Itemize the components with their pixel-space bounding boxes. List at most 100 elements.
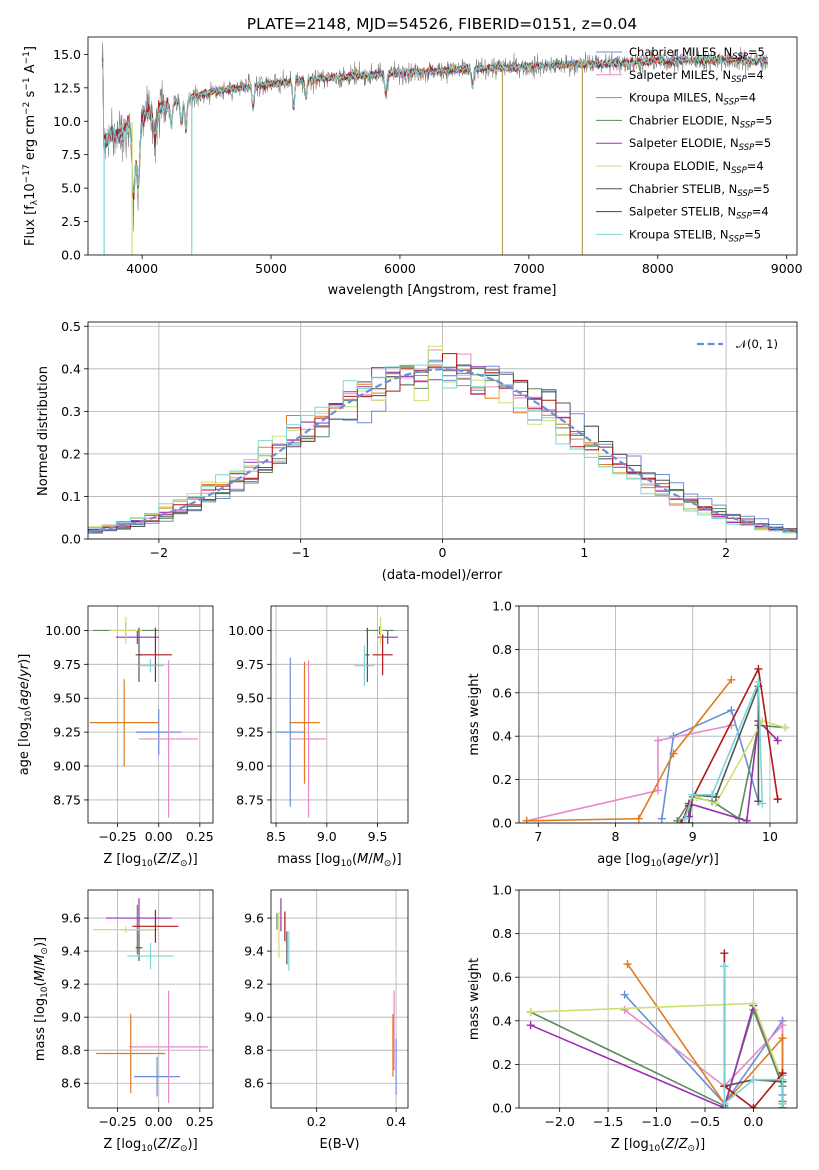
weight-marker: [778, 1099, 787, 1108]
y-axis-label: Flux [fλ10−17 erg cm−2 s−1 A−1]: [22, 46, 40, 246]
y-axis-label: age [log10(age/yr)]: [17, 654, 34, 776]
weight-marker: [773, 795, 782, 804]
weight-marker: [688, 790, 697, 799]
y-tick-label: 8.75: [236, 792, 264, 807]
y-tick-label: 15.0: [53, 47, 81, 62]
y-tick-label: 8.8: [244, 1043, 264, 1058]
x-tick-label: 9.0: [317, 829, 337, 844]
weight-marker: [727, 706, 736, 715]
weight-marker: [681, 814, 690, 823]
x-tick-label: 6000: [384, 261, 416, 276]
legend-entry: Salpeter ELODIE, NSSP=5: [629, 136, 771, 153]
y-tick-label: 0.2: [492, 772, 512, 787]
weight-line-kroupa-elodie: [696, 720, 786, 805]
y-tick-label: 9.4: [61, 944, 81, 959]
spectrum-legend: Chabrier MILES, NSSP=5 Salpeter MILES, NS…: [596, 45, 772, 244]
legend-entry: Kroupa ELODIE, NSSP=4: [629, 159, 764, 176]
panel-age-vs-Z: −0.25 0.00 0.25 8.75 9.00 9.25 9.50 9.75 10.00 Z …: [17, 605, 214, 869]
y-tick-label: 9.25: [53, 725, 81, 740]
plot-area: [276, 898, 397, 1095]
x-axis-label: Z [log10(Z/Z⊙)]: [103, 1137, 197, 1154]
y-tick-label: 10.00: [45, 623, 81, 638]
weight-marker: [742, 816, 751, 823]
y-tick-label: 0.1: [61, 489, 81, 504]
y-tick-label: 0.8: [492, 642, 512, 657]
residual-histogram-salpeter-stelib: [88, 353, 797, 531]
x-axis-label: age [log10(age/yr)]: [597, 852, 719, 869]
x-tick-label: −2.0: [545, 1114, 575, 1129]
y-tick-label: 1.0: [492, 599, 512, 614]
x-tick-label: 7000: [513, 261, 545, 276]
x-tick-label: −0.25: [98, 829, 136, 844]
axes-frame: [270, 605, 409, 824]
x-tick-label: −0.25: [98, 1114, 136, 1129]
y-tick-label: 2.5: [61, 214, 81, 229]
plot-area: [276, 616, 398, 818]
y-tick-label: 9.25: [236, 725, 264, 740]
x-tick-label: −1.5: [593, 1114, 623, 1129]
y-tick-label: 0.4: [61, 361, 81, 376]
y-axis-label: mass weight: [467, 673, 482, 755]
x-tick-label: 10: [762, 829, 778, 844]
y-tick-label: 10.0: [53, 114, 81, 129]
weight-marker: [781, 723, 790, 732]
plot-area: [101, 42, 768, 255]
y-tick-label: 7.5: [61, 147, 81, 162]
y-tick-label: 8.75: [53, 792, 81, 807]
panel-massweight-vs-age: 7 8 9 10 0.0 0.2 0.4 0.6 0.8 1.0 age [log10(age/yr…: [467, 599, 798, 869]
y-tick-label: 0.5: [61, 319, 81, 334]
x-tick-label: −0.5: [690, 1114, 720, 1129]
weight-line-salpeter-miles: [526, 724, 732, 822]
x-tick-label: 8: [612, 829, 620, 844]
legend-entry: Salpeter STELIB, NSSP=4: [629, 205, 769, 222]
weight-marker: [758, 799, 767, 808]
weight-marker: [778, 1021, 787, 1030]
x-axis-label: Z [log10(Z/Z⊙)]: [611, 1137, 705, 1154]
y-tick-label: 0.3: [61, 404, 81, 419]
legend-entry: Chabrier MILES, NSSP=5: [629, 45, 765, 62]
x-tick-label: 8.5: [266, 829, 286, 844]
x-tick-label: −1: [291, 545, 309, 560]
panel-residuals: −2 −1 0 1 2 0.0 0.1 0.2 0.3 0.4 0.5 𝒩(0, 1) (data-mo…: [36, 319, 798, 583]
x-tick-label: 0.25: [186, 829, 214, 844]
axes-frame: [87, 605, 214, 824]
weight-marker: [526, 1008, 535, 1017]
y-tick-label: 0.0: [492, 1101, 512, 1116]
weight-marker: [634, 814, 643, 823]
weight-marker: [522, 816, 531, 823]
weight-marker: [754, 664, 763, 673]
weight-marker: [773, 736, 782, 745]
plot-area: [522, 664, 790, 823]
legend-entry: Salpeter MILES, NSSP=4: [629, 68, 764, 85]
x-tick-label: −2: [150, 545, 168, 560]
residual-histogram-chabrier-stelib: [88, 364, 797, 533]
y-tick-label: 9.00: [236, 759, 264, 774]
weight-marker: [754, 677, 763, 686]
weight-line-kroupa-miles: [526, 679, 733, 822]
y-tick-label: 0.4: [492, 1013, 512, 1028]
weight-marker: [684, 819, 693, 823]
x-tick-label: 8000: [642, 261, 674, 276]
y-tick-label: 9.2: [244, 977, 264, 992]
y-tick-label: 9.0: [244, 1010, 264, 1025]
panel-mass-vs-Z: −0.25 0.00 0.25 8.6 8.8 9.0 9.2 9.4 9.6 Z [log10(…: [33, 889, 214, 1154]
weight-marker: [620, 990, 629, 999]
x-tick-label: 0.2: [307, 1114, 327, 1129]
y-tick-label: 9.6: [244, 911, 264, 926]
weight-marker: [673, 816, 682, 823]
residual-histogram-kroupa-stelib: [88, 361, 797, 534]
x-tick-label: 0.0: [743, 1114, 763, 1129]
y-tick-label: 8.6: [61, 1076, 81, 1091]
x-tick-label: 0.00: [145, 1114, 173, 1129]
weight-marker: [720, 1099, 729, 1108]
weight-marker: [749, 1075, 758, 1084]
x-axis-label: E(B-V): [319, 1137, 359, 1152]
x-tick-label: 0.25: [186, 1114, 214, 1129]
x-tick-label: 0.00: [145, 829, 173, 844]
y-tick-label: 0.4: [492, 729, 512, 744]
axes-frame: [270, 889, 409, 1109]
y-axis-label: Normed distribution: [36, 366, 51, 496]
weight-marker: [669, 749, 678, 758]
figure-title: PLATE=2148, MJD=54526, FIBERID=0151, z=0…: [247, 15, 637, 33]
